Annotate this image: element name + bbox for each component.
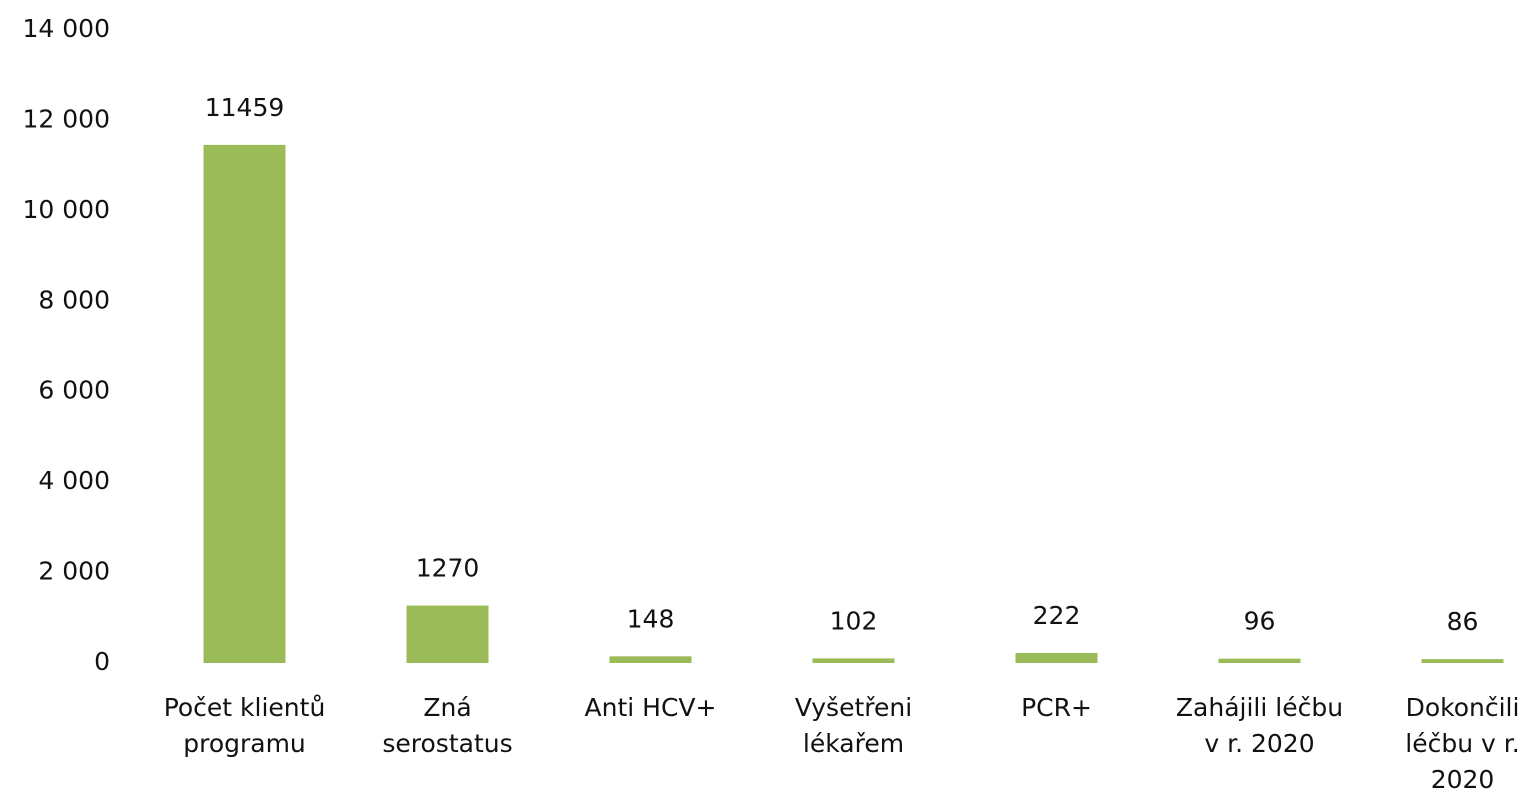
- y-tick-label: 2 000: [38, 557, 110, 586]
- value-label: 148: [627, 604, 675, 633]
- value-label: 96: [1244, 607, 1276, 636]
- y-tick-label: 10 000: [23, 195, 110, 224]
- bar: [203, 144, 286, 663]
- value-label: 222: [1033, 601, 1081, 630]
- y-tick-label: 12 000: [23, 104, 110, 133]
- x-tick-label: PCR+: [1021, 693, 1092, 722]
- x-tick-label: Anti HCV+: [584, 693, 717, 722]
- value-label: 1270: [416, 554, 480, 583]
- x-tick-label: Vyšetřeni lékařem: [794, 693, 913, 758]
- y-tick-label: 0: [94, 647, 110, 676]
- value-label: 102: [830, 606, 878, 635]
- x-tick-label: Zahájili léčbu v r. 2020: [1175, 693, 1344, 758]
- y-tick-label: 14 000: [23, 14, 110, 43]
- bar: [1015, 652, 1098, 663]
- bar: [1218, 658, 1301, 663]
- value-label: 86: [1447, 607, 1479, 636]
- x-tick-label: Zná serostatus: [382, 693, 513, 758]
- y-tick-label: 4 000: [38, 466, 110, 495]
- x-tick-label: Počet klientů programu: [163, 693, 326, 758]
- bar: [812, 658, 895, 663]
- value-label: 11459: [205, 93, 285, 122]
- y-tick-label: 6 000: [38, 376, 110, 405]
- bar: [609, 656, 692, 663]
- bar: [1421, 659, 1504, 663]
- y-tick-label: 8 000: [38, 285, 110, 314]
- x-tick-label: Dokončili léčbu v r. 2020: [1405, 693, 1520, 794]
- bar: [406, 605, 489, 663]
